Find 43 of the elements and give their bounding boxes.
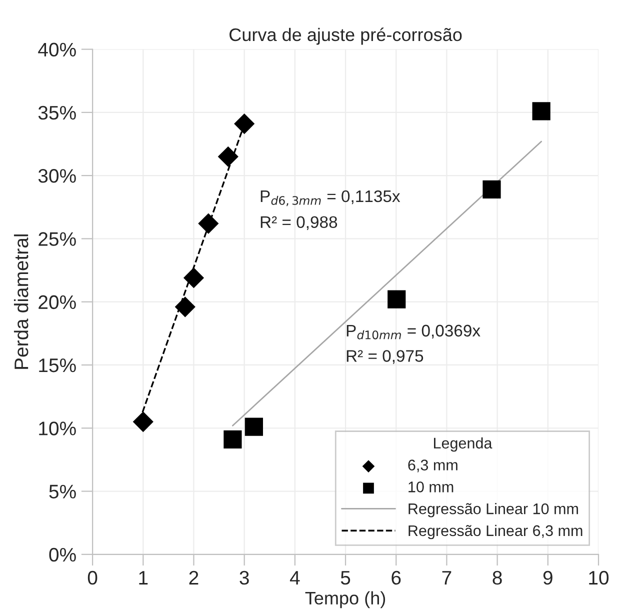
point [183, 268, 204, 288]
x-tick-label: 7 [442, 571, 452, 584]
point [224, 430, 242, 449]
legend-label: Regressão Linear 10 mm [408, 503, 578, 518]
legend-label: 6,3 mm [408, 460, 458, 472]
x-tick-label: 6 [392, 570, 401, 585]
legend-label: Regressão Linear 6,3 mm [408, 524, 582, 540]
point [198, 213, 219, 234]
annotation: R² = 0,988 [260, 216, 338, 230]
point [532, 102, 550, 120]
x-tick-label: 2 [189, 570, 198, 584]
point [244, 418, 263, 436]
point [482, 180, 501, 199]
point [218, 146, 238, 167]
y-axis-title: Perda diametral [14, 234, 28, 369]
chart-title: Curva de ajuste pré-corrosão [230, 28, 462, 45]
point [132, 412, 154, 432]
legend-title: Legenda [434, 437, 492, 452]
annotation: P$_{d6,3mm}$ = 0,1135x [260, 190, 400, 206]
x-tick-label: 0 [88, 570, 98, 585]
x-tick-label: 10 [589, 570, 609, 585]
y-tick-label: 20% [38, 295, 76, 310]
x-tick-label: 1 [139, 571, 148, 584]
x-tick-label: 5 [340, 571, 350, 585]
point [388, 290, 406, 308]
x-tick-label: 3 [240, 570, 249, 585]
annotation: R² = 0,975 [346, 350, 424, 364]
y-tick-label: 40% [38, 42, 76, 57]
y-tick-label: 30% [38, 169, 76, 183]
x-tick-label: 9 [543, 570, 552, 585]
y-tick-label: 0% [49, 548, 76, 562]
x-tick-label: 8 [492, 570, 502, 585]
y-tick-label: 5% [49, 484, 76, 498]
y-tick-label: 25% [38, 232, 76, 246]
annotation: P$_{d10mm}$ = 0,0369x [346, 324, 480, 340]
point [234, 113, 255, 134]
y-tick-label: 35% [38, 106, 76, 120]
x-tick-label: 4 [290, 571, 300, 584]
x-axis-title: Tempo (h) [305, 591, 386, 608]
legend-label: 10 mm [408, 482, 454, 492]
y-tick-label: 10% [39, 422, 76, 436]
point [174, 296, 196, 318]
y-tick-label: 15% [39, 358, 76, 372]
